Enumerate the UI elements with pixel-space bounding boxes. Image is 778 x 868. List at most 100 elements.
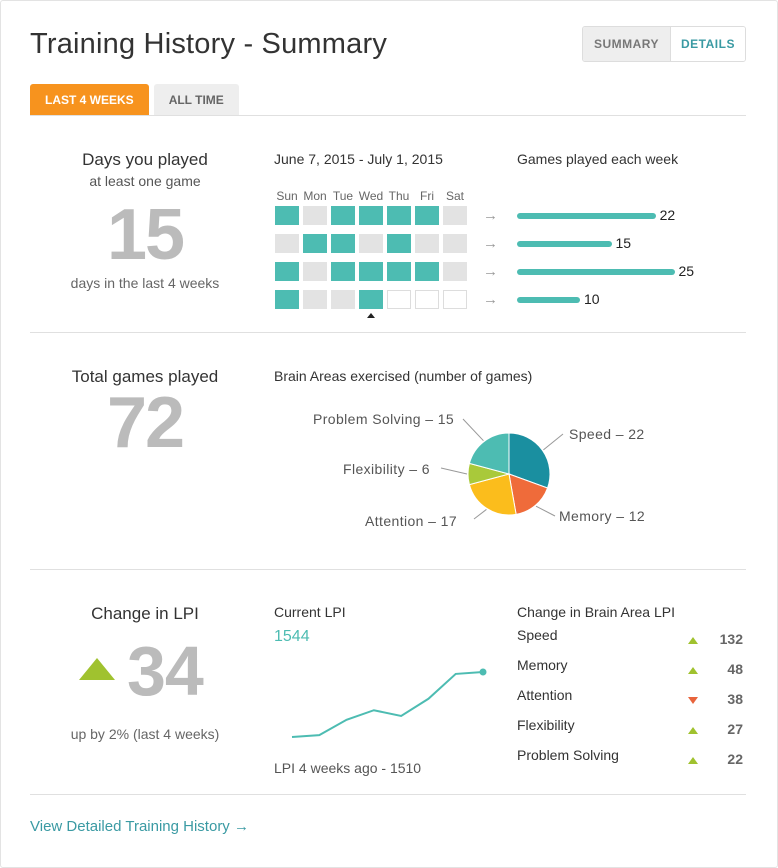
trend-up-icon <box>688 637 698 644</box>
lpi-change-heading: Change in LPI <box>91 604 199 623</box>
calendar-day-cell <box>359 290 383 309</box>
calendar-day-header: Sat <box>445 189 464 203</box>
calendar-day-cell <box>359 206 383 225</box>
calendar-day-cell <box>443 262 467 281</box>
calendar-day-cell <box>331 262 355 281</box>
pie-label-problem-solving: Problem Solving – 15 <box>313 411 455 427</box>
calendar-day-cell <box>443 234 467 253</box>
calendar-day-cell <box>387 290 411 309</box>
divider <box>30 115 746 116</box>
pie-label-attention: Attention – 17 <box>365 513 457 529</box>
calendar-day-cell <box>275 206 299 225</box>
calendar-day-cell <box>415 234 439 253</box>
up-arrow-icon <box>79 658 115 680</box>
total-games-heading: Total games played <box>71 367 219 386</box>
days-played-block: Days you played at least one game 15 day… <box>30 150 260 291</box>
area-lpi-name: Flexibility <box>517 717 575 733</box>
page-title: Training History - Summary <box>30 28 388 60</box>
time-range-tabs: LAST 4 WEEKS ALL TIME <box>30 84 239 115</box>
tab-last-4-weeks[interactable]: LAST 4 WEEKS <box>30 84 149 115</box>
area-lpi-name: Memory <box>517 657 568 673</box>
details-toggle-button[interactable]: DETAILS <box>671 27 745 61</box>
calendar-day-cell <box>443 290 467 309</box>
summary-toggle-button[interactable]: SUMMARY <box>583 27 671 61</box>
area-lpi-value: 22 <box>727 751 743 767</box>
date-range: June 7, 2015 - July 1, 2015 <box>274 151 443 167</box>
calendar-day-header: Thu <box>388 189 410 203</box>
lpi-start-caption: LPI 4 weeks ago - 1510 <box>274 760 422 776</box>
lpi-change-caption: up by 2% (last 4 weeks) <box>70 726 220 742</box>
lpi-caption-wrap: up by 2% (last 4 weeks) <box>30 726 260 742</box>
days-played-caption: days in the last 4 weeks <box>70 275 220 291</box>
trend-up-icon <box>688 757 698 764</box>
calendar-day-cell <box>303 234 327 253</box>
calendar-day-cell <box>359 262 383 281</box>
today-marker-icon <box>367 313 375 318</box>
week-games-bar <box>517 297 580 303</box>
calendar-day-header: Wed <box>358 189 384 203</box>
calendar-day-cell <box>415 262 439 281</box>
calendar-day-cell <box>387 234 411 253</box>
calendar-day-header: Mon <box>303 189 327 203</box>
calendar-day-cell <box>275 290 299 309</box>
calendar-day-cell <box>331 206 355 225</box>
calendar-day-header: Tue <box>332 189 354 203</box>
days-played-subheading: at least one game <box>89 173 201 189</box>
lpi-change-heading-wrap: Change in LPI <box>30 604 260 624</box>
right-arrow-icon: → <box>483 235 498 252</box>
calendar-day-cell <box>275 234 299 253</box>
lpi-change-value: 34 <box>127 632 204 710</box>
pie-label-memory: Memory – 12 <box>559 508 646 524</box>
days-played-heading: Days you played <box>82 150 208 169</box>
calendar-day-header: Fri <box>420 189 434 203</box>
total-games-block: Total games played 72 <box>30 367 260 465</box>
divider <box>30 332 746 333</box>
week-games-value: 25 <box>678 263 695 279</box>
week-games-value: 10 <box>584 291 600 307</box>
week-games-bar <box>517 213 656 219</box>
trend-up-icon <box>688 667 698 674</box>
right-arrow-icon: → <box>483 263 498 280</box>
area-lpi-value: 27 <box>727 721 743 737</box>
area-lpi-name: Problem Solving <box>517 747 619 763</box>
week-games-bar <box>517 269 675 275</box>
right-arrow-icon: → <box>483 291 498 308</box>
area-lpi-value: 132 <box>719 631 743 647</box>
divider <box>30 794 746 795</box>
area-lpi-name: Attention <box>517 687 573 703</box>
total-games-value: 72 <box>106 383 185 463</box>
calendar-day-cell <box>443 206 467 225</box>
pie-label-speed: Speed – 22 <box>569 426 645 442</box>
trend-up-icon <box>688 727 698 734</box>
detailed-history-link[interactable]: View Detailed Training History → <box>30 818 249 835</box>
tab-all-time[interactable]: ALL TIME <box>153 84 239 115</box>
calendar-day-cell <box>359 234 383 253</box>
lpi-change-block: 34 <box>30 632 260 716</box>
week-games-value: 22 <box>659 207 676 223</box>
calendar-day-cell <box>303 262 327 281</box>
right-arrow-icon: → <box>483 207 498 224</box>
current-lpi-value: 1544 <box>274 628 310 645</box>
games-per-week-title: Games played each week <box>517 151 679 167</box>
week-games-bar <box>517 241 612 247</box>
divider <box>30 569 746 570</box>
pie-label-flexibility: Flexibility – 6 <box>343 461 430 477</box>
week-games-value: 15 <box>615 235 632 251</box>
area-lpi-value: 38 <box>727 691 743 707</box>
calendar-day-header: Sun <box>276 189 298 203</box>
trend-down-icon <box>688 697 698 704</box>
area-lpi-title: Change in Brain Area LPI <box>517 604 675 620</box>
current-lpi-label: Current LPI <box>274 604 346 620</box>
area-lpi-value: 48 <box>727 661 743 677</box>
brain-areas-title: Brain Areas exercised (number of games) <box>274 368 533 384</box>
calendar-day-cell <box>331 290 355 309</box>
area-lpi-name: Speed <box>517 627 558 643</box>
days-played-value: 15 <box>106 195 185 275</box>
calendar-day-cell <box>331 234 355 253</box>
calendar-day-cell <box>387 262 411 281</box>
calendar-day-cell <box>415 206 439 225</box>
calendar-day-cell <box>303 290 327 309</box>
calendar-day-cell <box>415 290 439 309</box>
calendar-day-cell <box>275 262 299 281</box>
calendar-day-cell <box>303 206 327 225</box>
